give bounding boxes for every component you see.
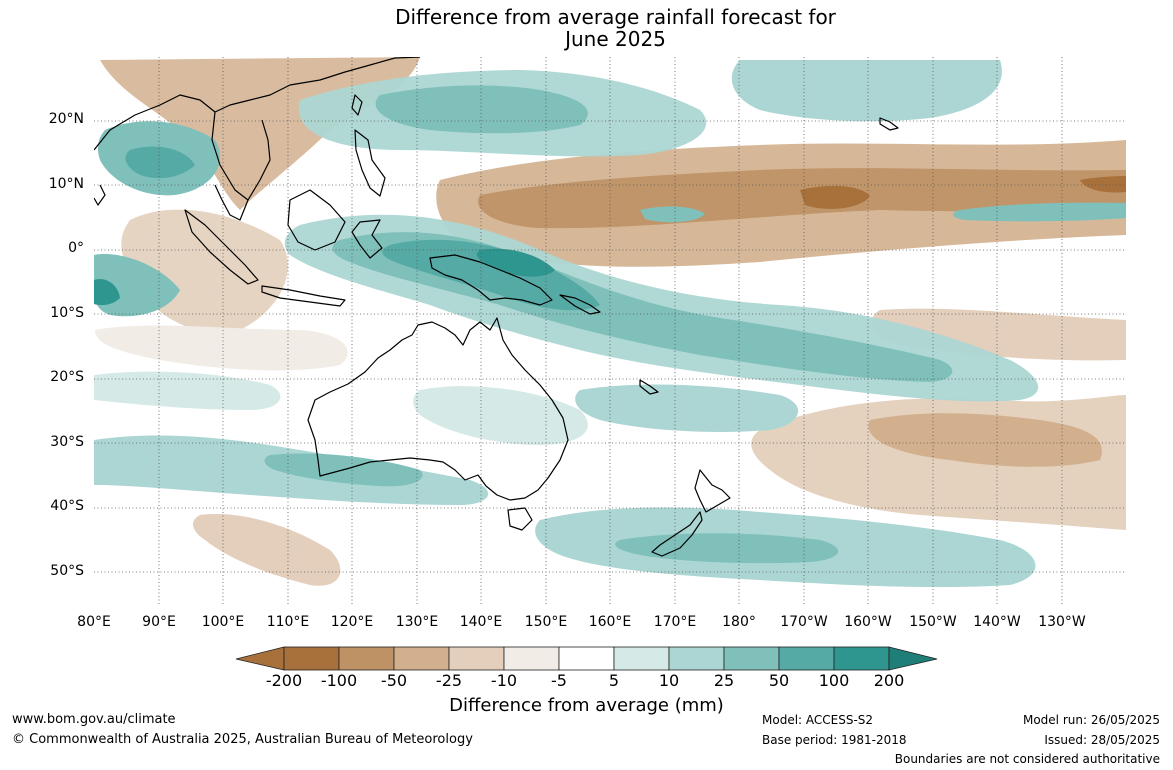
colorbar-bin-9 [723,646,780,671]
colorbar-bin-6 [558,646,615,671]
map-title: Difference from average rainfall forecas… [395,5,836,29]
lon-label-120e: 120°E [330,614,374,630]
coastline-sulawesi [351,219,383,259]
colorbar-tick-label: 200 [873,671,905,690]
coastline-solomon-islands [559,294,601,315]
coastline-new-zealand-north [694,469,731,513]
wet-region-bay-of-bengal-core [125,146,195,179]
wet-region-south-pacific-mid [575,384,799,432]
wet-region-itcz-pocket [640,206,705,223]
colorbar-tick-label: 50 [768,671,790,690]
colorbar-tick-label: 25 [713,671,735,690]
wet-region-southwest-pacific [413,386,588,445]
colorbar-tick-label: -25 [435,671,463,690]
colorbar-bin-4 [448,646,505,671]
graticule [94,57,1126,605]
colorbar-bin-5 [503,646,560,671]
coastline-java [261,285,346,307]
colorbar-tick-label: -200 [265,671,303,690]
dry-region-north-pacific-peak [800,185,870,209]
colorbar-tick-label: -5 [551,671,567,690]
coastline-sumatra [184,209,259,285]
coastline-new-guinea [429,254,553,306]
dry-region-south-pacific-inner [868,413,1102,467]
lon-label-110e: 110°E [266,614,310,630]
colorbar-bin-7 [613,646,670,671]
lon-label-90e: 90°E [142,614,176,630]
colorbar-extend-low [235,646,285,671]
colorbar-tick-label: -50 [380,671,408,690]
lon-label-160e: 160°E [588,614,632,630]
lat-label-10s: 10°S [50,305,84,321]
dry-region-southern-ocean [193,514,341,586]
coastline-borneo [287,189,346,251]
website-link[interactable]: www.bom.gov.au/climate [12,712,176,727]
colorbar-tick-label: -100 [320,671,358,690]
wet-region-north-pacific-west-core [375,85,588,134]
wet-region-tasman-sea-core [615,533,839,564]
colorbar-tick-label: 10 [658,671,680,690]
lon-label-140w: 140°W [973,614,1021,630]
colorbar-title: Difference from average (mm) [449,695,724,716]
lat-label-10n: 10°N [48,176,84,192]
anomaly-field [94,57,1126,588]
boundaries-disclaimer: Boundaries are not considered authoritat… [894,752,1160,766]
lat-label-20s: 20°S [50,369,84,385]
colorbar-tick-label: 100 [818,671,850,690]
coastline-new-caledonia [639,379,659,395]
lon-label-150w: 150°W [909,614,957,630]
base-period: Base period: 1981-2018 [762,733,907,747]
wet-region-solomon-peak [476,248,555,277]
lon-label-170e: 170°E [653,614,697,630]
lat-label-20n: 20°N [48,111,84,127]
lon-label-100e: 100°E [201,614,245,630]
colorbar-bin-2 [338,646,395,671]
wet-region-north-pacific-east [731,60,1002,122]
coastline-tasmania [507,507,533,531]
lon-label-160w: 160°W [844,614,892,630]
lon-label-140e: 140°E [459,614,503,630]
colorbar-bin-10 [778,646,835,671]
wet-region-indian-ocean-south-light [94,371,281,410]
colorbar-bin-3 [393,646,450,671]
lon-label-180: 180° [722,614,756,630]
lon-label-130w: 130°W [1038,614,1086,630]
model-run-date: Model run: 26/05/2025 [1022,713,1160,727]
coastline-philippines [354,129,386,197]
colorbar-extend-high [888,646,938,671]
colorbar-bin-1 [283,646,340,671]
wet-region-indian-ocean-west-core [94,278,120,306]
coastline-asia-mainland [94,57,421,221]
map-subtitle: June 2025 [565,27,666,51]
colorbar [235,646,938,671]
coastline-new-zealand-south [651,511,703,557]
colorbar-bin-8 [668,646,725,671]
lat-label-equator: 0° [68,240,84,256]
lon-label-170w: 170°W [780,614,828,630]
model-name: Model: ACCESS-S2 [762,713,874,727]
dry-region-indian-ocean-south [95,325,348,371]
lat-label-40s: 40°S [50,498,84,514]
colorbar-tick-label: 5 [608,671,620,690]
lon-label-130e: 130°E [395,614,439,630]
lat-label-30s: 30°S [50,434,84,450]
colorbar-tick-label: -10 [490,671,518,690]
dry-region-north-pacific-core [478,168,1126,229]
lat-label-50s: 50°S [50,563,84,579]
coastline-taiwan [351,94,363,116]
lon-label-150e: 150°E [524,614,568,630]
coastline-hawaii [879,117,899,131]
colorbar-bin-11 [833,646,890,671]
issued-date: Issued: 28/05/2025 [1044,733,1160,747]
coastlines [94,57,899,557]
lon-label-80e: 80°E [77,614,111,630]
coastline-australia [307,317,569,501]
copyright-notice: © Commonwealth of Australia 2025, Austra… [12,732,473,747]
wet-region-itcz-strip [953,202,1126,222]
coastline-sri-lanka [94,184,106,206]
dry-region-north-pacific-peak-east [1080,176,1126,193]
